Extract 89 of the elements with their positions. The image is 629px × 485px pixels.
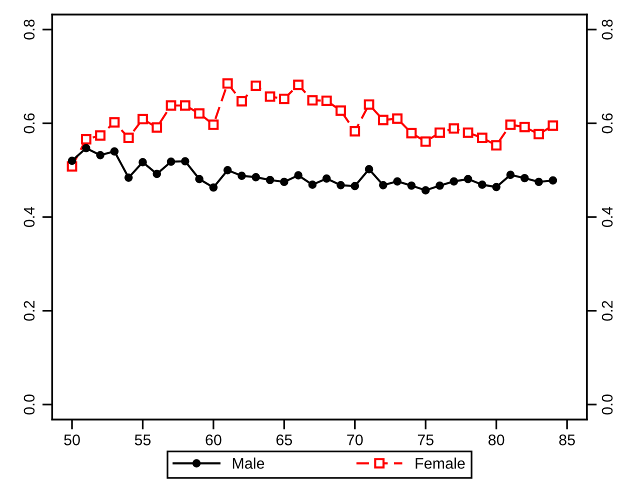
point [450, 177, 458, 186]
point [520, 174, 529, 182]
point [166, 100, 176, 111]
point [492, 182, 500, 192]
y-tick-label: 0.8 [24, 20, 35, 40]
point [350, 126, 360, 136]
point [293, 80, 304, 90]
point [364, 165, 374, 174]
point [208, 119, 219, 130]
point [462, 127, 474, 138]
point [336, 180, 345, 190]
point [236, 96, 247, 106]
legend-label: Female [416, 458, 465, 469]
point [152, 170, 162, 178]
x-tick-label: 50 [64, 434, 80, 446]
y2-tick-label: 0.2 [602, 300, 613, 321]
point [110, 147, 119, 156]
y2-tick-label: 0.8 [602, 20, 613, 40]
y-tick-label: 0.4 [24, 206, 35, 228]
point [223, 166, 232, 174]
point [519, 122, 530, 132]
point [434, 127, 445, 138]
point [152, 122, 162, 133]
point [407, 181, 416, 190]
point [491, 140, 502, 151]
point [548, 176, 558, 185]
point [506, 170, 515, 180]
point [476, 132, 488, 144]
point [124, 174, 133, 182]
point [209, 183, 218, 192]
point [68, 156, 76, 165]
point [421, 186, 430, 194]
point [264, 91, 276, 102]
point [123, 132, 134, 144]
y2-tick-label: 0.0 [602, 394, 613, 415]
point [393, 177, 402, 186]
point [252, 173, 260, 182]
point [166, 158, 176, 166]
point [448, 123, 460, 134]
point [109, 117, 120, 128]
point [280, 178, 288, 186]
point [195, 174, 204, 184]
point [180, 100, 190, 111]
point [548, 120, 558, 131]
point [96, 151, 104, 160]
y2-tick-label: 0.6 [602, 113, 613, 134]
legend-label: Male [232, 458, 264, 469]
point [138, 114, 148, 124]
x-tick-label: 70 [347, 434, 363, 446]
point [350, 182, 360, 190]
point [420, 136, 431, 147]
point [180, 157, 190, 166]
x-tick-label: 80 [488, 434, 504, 446]
point [138, 158, 147, 166]
point [294, 171, 302, 180]
point [307, 95, 318, 106]
point [82, 144, 90, 152]
point [534, 128, 544, 140]
point [322, 174, 331, 183]
point [379, 180, 388, 190]
point [266, 176, 274, 184]
y-tick-label: 0.6 [24, 113, 35, 134]
x-tick-label: 85 [559, 434, 575, 446]
y-tick-label: 0.2 [24, 300, 35, 321]
point [364, 99, 374, 110]
y-tick-label: 0.0 [24, 394, 35, 415]
point [95, 130, 106, 141]
x-tick-label: 65 [276, 434, 292, 446]
point [80, 134, 92, 144]
point [222, 78, 233, 89]
point [534, 178, 543, 186]
point [336, 105, 346, 116]
point [321, 96, 332, 106]
x-tick-label: 55 [134, 434, 151, 446]
x-tick-label: 75 [418, 434, 434, 446]
point [308, 180, 317, 189]
point [464, 174, 472, 184]
point [505, 119, 516, 130]
point [378, 114, 388, 126]
x-tick-label: 60 [206, 434, 222, 446]
point [194, 108, 205, 119]
point [436, 181, 444, 190]
point [392, 113, 403, 124]
y2-tick-label: 0.4 [602, 206, 613, 228]
point [478, 180, 486, 189]
point [250, 80, 262, 92]
point [278, 94, 290, 104]
point [406, 128, 417, 138]
point [238, 172, 246, 180]
